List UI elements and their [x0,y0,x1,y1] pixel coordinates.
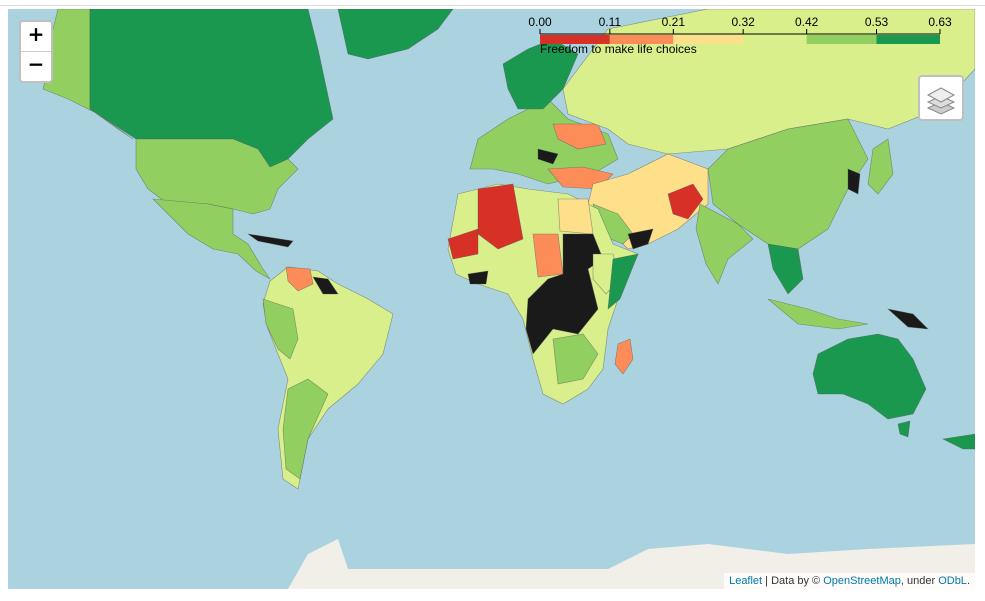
map-layer: Freedom to make life choices 0.00 0.11 0.2… [37,9,975,589]
country [285,266,314,292]
country [312,276,339,295]
country [537,148,559,165]
country [552,123,607,150]
attribution: Leaflet | Data by © OpenStreetMap, under… [724,573,975,589]
top-bar [0,0,985,6]
legend-swatch [609,35,674,44]
country [767,298,869,330]
country [557,198,594,235]
country [695,203,754,285]
country [767,243,804,295]
legend-swatch [540,35,610,44]
country [562,9,975,155]
legend-tick-label: 0.11 [599,15,622,29]
odbl-link[interactable]: ODbL [938,575,967,587]
map[interactable]: Freedom to make life choices 0.00 0.11 0.2… [8,9,975,589]
country [262,266,394,490]
country [667,183,704,220]
country [614,338,634,375]
country [847,168,861,195]
country [477,183,524,250]
legend-tick-label: 0.00 [528,15,552,29]
legend-caption: Freedom to make life choices [540,42,697,56]
countries [37,9,975,589]
osm-link[interactable]: OpenStreetMap [823,575,901,587]
country [337,9,454,60]
legend-tick-label: 0.53 [865,15,889,29]
country [532,233,564,278]
zoom-control: + − [19,20,53,83]
zoom-in[interactable]: + [27,22,45,46]
country [897,420,911,438]
legend-swatch [806,35,877,44]
legend-swatch [743,35,807,44]
country [447,228,479,260]
leaflet-link[interactable]: Leaflet [729,575,763,587]
country [152,198,271,280]
country [247,233,294,248]
attribution-text: | Data by © [762,575,824,587]
legend-tick-label: 0.21 [662,15,686,29]
legend-tick-label: 0.42 [795,15,819,29]
country [886,308,929,330]
country [707,118,869,250]
country [467,270,489,285]
legend-swatch [876,35,940,44]
attribution-text: . [966,575,970,587]
country [552,333,599,385]
layers-icon [926,87,956,115]
country [812,333,927,420]
country [37,9,134,140]
layers-control[interactable] [918,75,964,121]
country [262,298,299,360]
country [942,433,975,450]
country [282,378,329,480]
zoom-out[interactable]: − [21,51,51,81]
legend-swatch [673,35,744,44]
country [135,138,299,215]
legend-tick-label: 0.63 [928,15,952,29]
legend-tick-label: 0.32 [731,15,755,29]
country [607,253,639,310]
country [867,138,894,195]
attribution-text: , under [900,575,939,587]
country [627,228,654,250]
legend: Freedom to make life choices 0.00 0.11 0.2… [528,15,952,56]
